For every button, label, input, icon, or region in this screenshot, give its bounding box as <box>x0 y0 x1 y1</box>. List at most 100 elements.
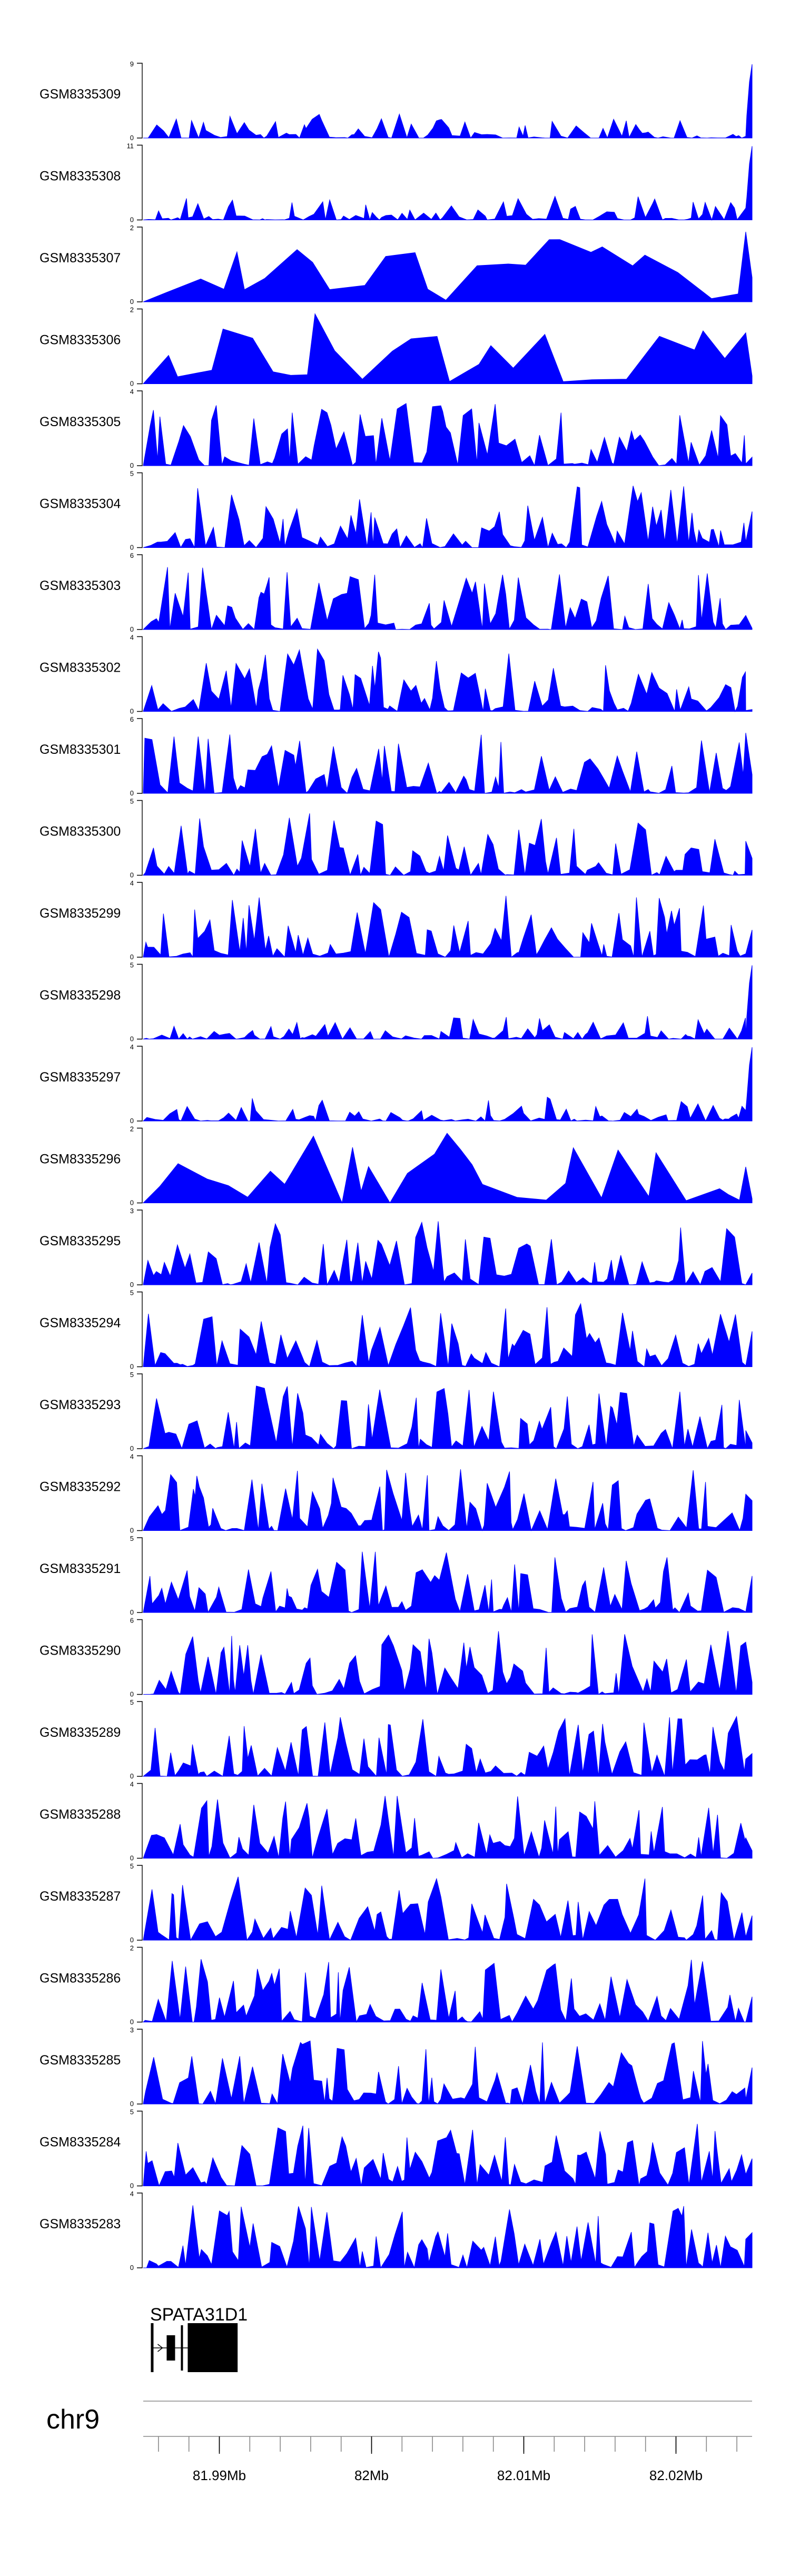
coverage-area <box>143 1469 753 1531</box>
y-min-label: 0 <box>130 1936 134 1944</box>
strand-arrow-icon <box>157 2344 163 2352</box>
y-min-label: 0 <box>130 216 134 224</box>
y-max-label: 4 <box>130 388 134 396</box>
y-max-label: 4 <box>130 879 134 887</box>
y-min-label: 0 <box>130 1363 134 1371</box>
y-axis <box>137 472 143 548</box>
track-label: GSM8335300 <box>39 824 121 839</box>
track-label: GSM8335306 <box>39 333 121 348</box>
y-min-label: 0 <box>130 789 134 797</box>
y-max-label: 5 <box>130 1535 134 1542</box>
track-GSM8335305: GSM8335305 4 0 <box>39 388 753 469</box>
track-label: GSM8335309 <box>39 87 121 102</box>
track-GSM8335285: GSM8335285 3 0 <box>39 2026 753 2108</box>
track-label: GSM8335303 <box>39 578 121 593</box>
y-axis <box>137 800 143 876</box>
y-max-label: 4 <box>130 634 134 642</box>
coverage-area <box>142 1047 753 1122</box>
track-label: GSM8335307 <box>39 251 121 266</box>
y-max-label: 5 <box>130 2108 134 2116</box>
track-label: GSM8335297 <box>39 1070 121 1085</box>
track-label: GSM8335301 <box>39 742 121 757</box>
track-label: GSM8335304 <box>39 497 121 512</box>
y-min-label: 0 <box>130 1117 134 1125</box>
y-max-label: 5 <box>130 1289 134 1297</box>
coverage-area <box>143 486 753 549</box>
track-GSM8335302: GSM8335302 4 0 <box>39 634 753 715</box>
y-max-label: 6 <box>130 1617 134 1625</box>
y-min-label: 0 <box>130 2018 134 2026</box>
y-axis <box>137 1865 143 1941</box>
coverage-area <box>143 64 753 139</box>
y-axis <box>137 1373 143 1449</box>
chromosome-axis: chr9 81.99Mb 82Mb 82.01Mb 82.02Mb <box>46 2401 752 2483</box>
y-min-label: 0 <box>130 1690 134 1698</box>
axis-tick-label: 82Mb <box>354 2467 389 2483</box>
coverage-area <box>142 567 753 631</box>
y-axis <box>137 1946 143 2023</box>
track-GSM8335286: GSM8335286 2 0 <box>39 1944 753 2026</box>
axis-tick-label: 82.02Mb <box>649 2467 703 2483</box>
y-min-label: 0 <box>130 1608 134 1616</box>
track-label: GSM8335294 <box>39 1316 121 1331</box>
y-max-label: 2 <box>130 1944 134 1952</box>
y-min-label: 0 <box>130 953 134 961</box>
track-label: GSM8335286 <box>39 1971 121 1986</box>
coverage-tracks: GSM833530990GSM8335308110GSM833530720GSM… <box>39 60 753 2272</box>
track-label: GSM8335296 <box>39 1152 121 1167</box>
coverage-area <box>143 1876 753 1941</box>
coverage-area <box>142 1959 753 2023</box>
y-min-label: 0 <box>130 461 134 469</box>
y-min-label: 0 <box>130 1772 134 1780</box>
track-GSM8335293: GSM8335293 5 0 <box>39 1371 753 1452</box>
track-GSM8335303: GSM8335303 6 0 <box>39 552 753 633</box>
track-label: GSM8335292 <box>39 1480 121 1495</box>
coverage-area <box>143 231 753 302</box>
y-max-label: 4 <box>130 1043 134 1051</box>
y-min-label: 0 <box>130 544 134 552</box>
track-GSM8335294: GSM8335294 5 0 <box>39 1289 753 1371</box>
y-min-label: 0 <box>130 625 134 633</box>
y-max-label: 5 <box>130 1371 134 1379</box>
track-GSM8335298: GSM8335298 5 0 <box>39 961 753 1043</box>
coverage-area <box>142 813 753 877</box>
axis-ticks: 81.99Mb 82Mb 82.01Mb 82.02Mb <box>158 2436 737 2483</box>
track-GSM8335297: GSM8335297 4 0 <box>39 1043 753 1125</box>
track-GSM8335299: GSM8335299 4 0 <box>39 879 753 961</box>
y-max-label: 2 <box>130 306 134 314</box>
y-min-label: 0 <box>130 1854 134 1862</box>
y-max-label: 5 <box>130 961 134 969</box>
y-axis <box>137 308 143 385</box>
y-min-label: 0 <box>130 707 134 715</box>
y-axis <box>137 636 143 712</box>
coverage-area <box>143 965 753 1040</box>
y-max-label: 5 <box>130 470 134 478</box>
coverage-area <box>143 1551 753 1614</box>
track-label: GSM8335287 <box>39 1889 121 1904</box>
y-axis <box>137 1455 143 1531</box>
y-min-label: 0 <box>130 871 134 879</box>
track-GSM8335309: GSM8335309 9 0 <box>39 60 753 142</box>
y-min-label: 0 <box>130 380 134 388</box>
coverage-area <box>143 1796 753 1859</box>
y-min-label: 0 <box>130 2182 134 2190</box>
gene-label: SPATA31D1 <box>150 2305 248 2325</box>
track-label: GSM8335295 <box>39 1234 121 1248</box>
coverage-area <box>142 1715 753 1777</box>
y-max-label: 2 <box>130 1125 134 1133</box>
y-max-label: 3 <box>130 2026 134 2034</box>
track-GSM8335292: GSM8335292 4 0 <box>39 1453 753 1535</box>
gene-track: SPATA31D1 <box>150 2305 248 2372</box>
exon-block <box>181 2325 183 2371</box>
track-label: GSM8335308 <box>39 169 121 184</box>
track-GSM8335287: GSM8335287 5 0 <box>39 1862 753 1944</box>
y-max-label: 4 <box>130 2190 134 2198</box>
coverage-area <box>143 2205 753 2269</box>
y-axis <box>137 1210 143 1285</box>
y-axis <box>137 390 143 466</box>
y-axis <box>137 718 143 794</box>
coverage-area <box>142 313 753 384</box>
coverage-area <box>143 648 753 713</box>
track-label: GSM8335298 <box>39 988 121 1003</box>
